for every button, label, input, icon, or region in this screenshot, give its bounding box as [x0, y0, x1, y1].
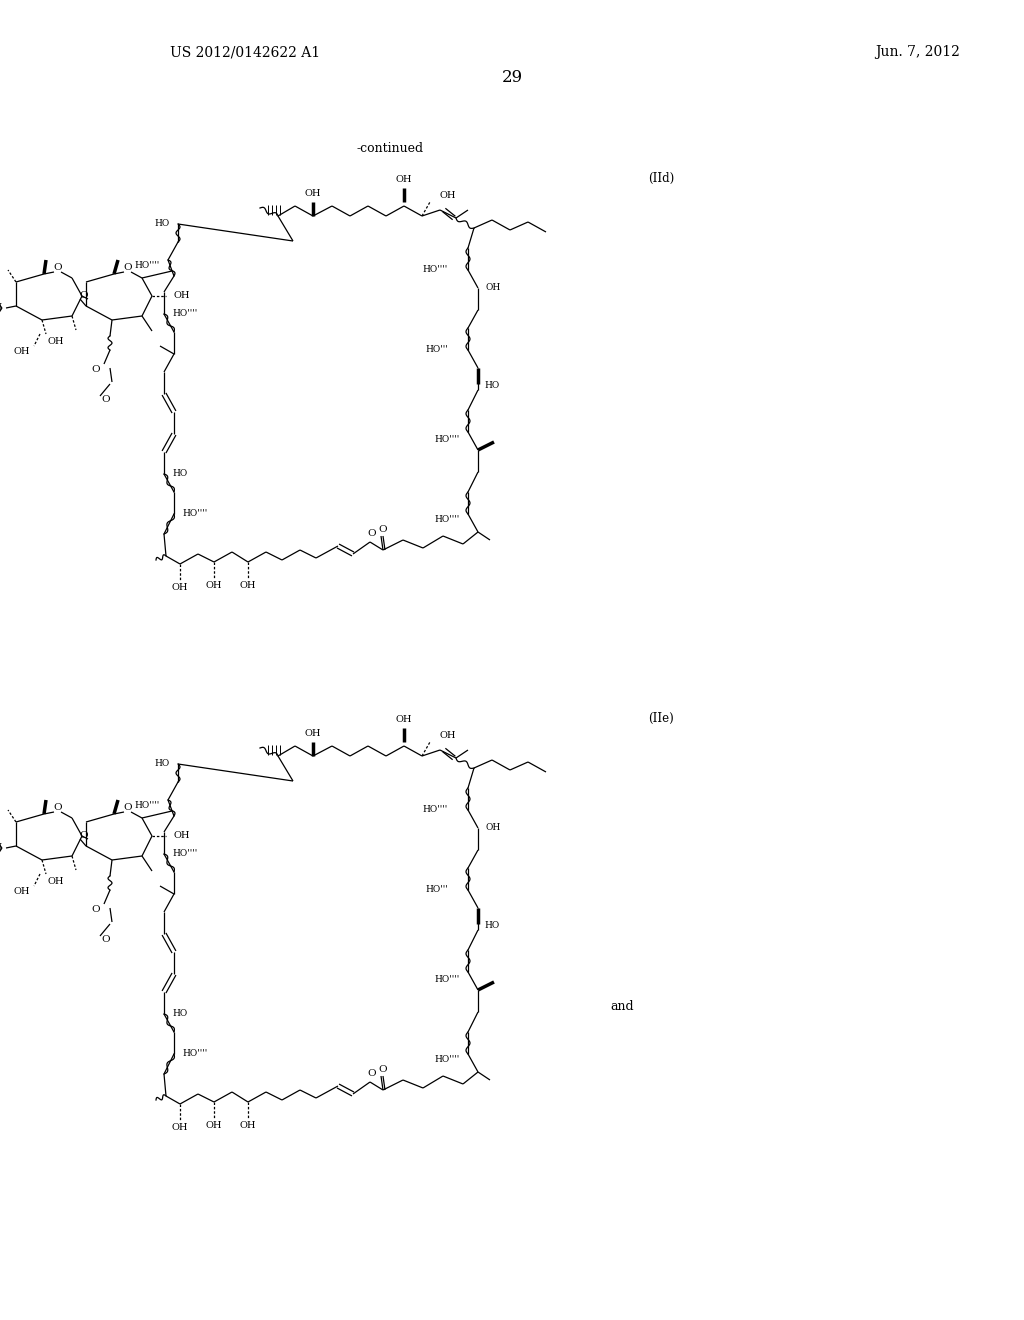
Text: HO'''': HO'''' [435, 975, 460, 985]
Text: O: O [101, 396, 111, 404]
Text: HO: HO [484, 921, 500, 931]
Text: OH: OH [48, 338, 65, 346]
Text: HO'''': HO'''' [435, 515, 460, 524]
Text: OH: OH [395, 176, 413, 185]
Text: OH: OH [240, 1121, 256, 1130]
Text: HO'''': HO'''' [182, 1049, 207, 1059]
Text: OH: OH [240, 581, 256, 590]
Text: OH: OH [174, 292, 190, 301]
Text: O: O [368, 1069, 376, 1078]
Text: OH: OH [206, 1121, 222, 1130]
Text: HO: HO [172, 1010, 187, 1019]
Text: O: O [368, 529, 376, 539]
Text: O: O [80, 832, 88, 841]
Text: US 2012/0142622 A1: US 2012/0142622 A1 [170, 45, 321, 59]
Text: OH: OH [305, 730, 322, 738]
Text: OH: OH [48, 878, 65, 887]
Text: O: O [91, 366, 100, 375]
Text: OH: OH [174, 832, 190, 841]
Text: HO'''': HO'''' [135, 800, 160, 809]
Text: HO'''': HO'''' [423, 805, 449, 814]
Text: N: N [0, 304, 2, 313]
Text: HO'''': HO'''' [435, 436, 460, 445]
Text: O: O [53, 264, 62, 272]
Text: HO'''': HO'''' [423, 265, 449, 275]
Text: OH: OH [172, 582, 188, 591]
Text: OH: OH [395, 715, 413, 725]
Text: HO'''': HO'''' [182, 510, 207, 519]
Text: OH: OH [206, 581, 222, 590]
Text: -continued: -continued [356, 141, 424, 154]
Text: HO''': HO''' [425, 346, 449, 355]
Text: O: O [91, 906, 100, 915]
Text: HO'''': HO'''' [435, 1055, 460, 1064]
Text: N: N [0, 843, 2, 853]
Text: O: O [124, 804, 132, 813]
Text: OH: OH [486, 824, 502, 833]
Text: HO''': HO''' [425, 886, 449, 895]
Text: and: and [610, 1001, 634, 1014]
Text: Jun. 7, 2012: Jun. 7, 2012 [874, 45, 959, 59]
Text: OH: OH [172, 1122, 188, 1131]
Text: HO'''': HO'''' [135, 260, 160, 269]
Text: HO: HO [484, 381, 500, 391]
Text: OH: OH [305, 190, 322, 198]
Text: OH: OH [440, 191, 457, 201]
Text: OH: OH [13, 347, 30, 356]
Text: OH: OH [486, 284, 502, 293]
Text: HO: HO [155, 219, 170, 228]
Text: O: O [379, 524, 387, 533]
Text: 29: 29 [502, 70, 522, 87]
Text: OH: OH [13, 887, 30, 896]
Text: HO'''': HO'''' [172, 850, 198, 858]
Text: O: O [379, 1064, 387, 1073]
Text: HO'''': HO'''' [172, 309, 198, 318]
Text: (IIe): (IIe) [648, 711, 674, 725]
Text: O: O [124, 264, 132, 272]
Text: OH: OH [440, 731, 457, 741]
Text: O: O [101, 936, 111, 945]
Text: O: O [53, 804, 62, 813]
Text: O: O [80, 292, 88, 301]
Text: HO: HO [172, 470, 187, 479]
Text: (IId): (IId) [648, 172, 674, 185]
Text: HO: HO [155, 759, 170, 768]
